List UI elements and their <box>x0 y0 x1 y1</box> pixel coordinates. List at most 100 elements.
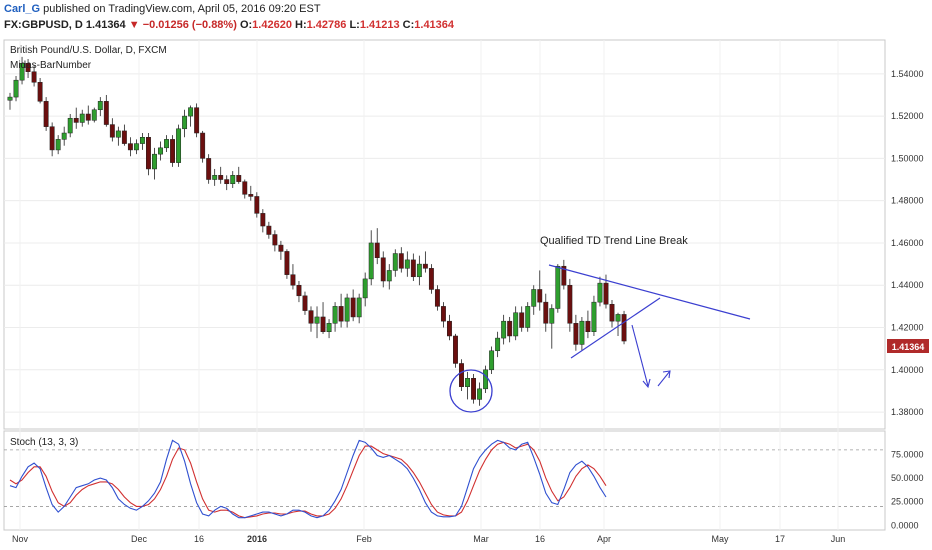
instrument-title: British Pound/U.S. Dollar, D, FXCM <box>10 45 167 56</box>
candle <box>31 65 37 87</box>
gridlines <box>4 40 885 530</box>
candle <box>79 109 85 127</box>
price-badge-text: 1.41364 <box>892 342 925 352</box>
candle <box>43 97 49 131</box>
candle <box>477 382 483 406</box>
candle <box>561 259 567 290</box>
candle <box>320 302 326 334</box>
low-value: 1.41213 <box>359 19 400 31</box>
open-value: 1.42620 <box>252 19 292 31</box>
candle <box>176 124 182 167</box>
candle <box>543 293 549 332</box>
candle <box>97 97 103 117</box>
candle <box>260 209 266 233</box>
candle <box>453 333 458 368</box>
price-tick-label: 1.46000 <box>891 238 924 248</box>
candle <box>459 359 464 391</box>
stoch-pane-border <box>3 430 886 531</box>
candle <box>308 306 314 332</box>
candle <box>428 264 434 294</box>
price-tick-label: 1.42000 <box>891 323 924 333</box>
time-tick-label: 16 <box>535 534 545 544</box>
stoch-k-line <box>9 439 607 519</box>
change-value: −0.01256 (−0.88%) <box>142 19 237 31</box>
candle <box>579 316 585 351</box>
open-label: O: <box>239 19 253 31</box>
price-axis[interactable]: 1.54000 1.52000 1.50000 1.48000 1.46000 1.440… <box>891 69 924 417</box>
candle <box>284 249 290 279</box>
low-label: L: <box>349 19 360 31</box>
candle <box>266 221 272 239</box>
candlestick-series[interactable] <box>7 56 627 406</box>
time-axis[interactable]: Nov Dec 16 2016 Feb Mar 16 Apr May 17 Jun <box>12 534 845 544</box>
candle <box>615 312 621 336</box>
candle <box>447 314 452 341</box>
candle <box>525 302 531 332</box>
time-tick-label: Nov <box>12 534 29 544</box>
time-tick-label: 2016 <box>247 534 267 544</box>
indicator-label: Midas-BarNumber <box>10 60 92 71</box>
ohlc-line: FX:GBPUSD, D 1.41364 ▼ −0.01256 (−0.88%)… <box>4 19 454 31</box>
stoch-axis[interactable]: 75.0000 50.0000 25.0000 0.0000 <box>891 450 924 531</box>
candle <box>236 166 242 184</box>
time-tick-label: May <box>711 534 729 544</box>
candle <box>13 75 19 102</box>
candle <box>507 316 513 343</box>
candle <box>374 228 380 265</box>
stoch-tick-label: 50.0000 <box>891 473 924 483</box>
candle <box>230 171 236 188</box>
candle <box>206 154 212 184</box>
down-arrow-icon[interactable] <box>631 324 651 389</box>
published-text: published on TradingView.com, April 05, … <box>43 3 321 15</box>
candle <box>338 293 344 328</box>
candle <box>133 139 139 155</box>
candle <box>362 272 368 307</box>
candle <box>224 175 230 191</box>
candle <box>212 168 218 186</box>
candle <box>356 293 362 324</box>
candle <box>404 251 410 277</box>
candle <box>440 302 446 328</box>
time-tick-label: Apr <box>597 534 611 544</box>
candle <box>67 113 73 138</box>
down-triangle-icon: ▼ <box>128 19 140 31</box>
candle <box>495 331 501 358</box>
stoch-tick-label: 75.0000 <box>891 450 924 460</box>
lower-trend-line[interactable] <box>570 297 661 359</box>
candle <box>85 105 91 125</box>
time-tick-label: Feb <box>356 534 372 544</box>
candle <box>573 314 579 351</box>
symbol-label[interactable]: FX:GBPUSD, D <box>4 19 83 31</box>
candle <box>483 365 489 394</box>
bottom-circle-marker[interactable] <box>449 369 493 413</box>
close-label: C: <box>402 19 415 31</box>
candle <box>139 133 145 150</box>
td-trend-line[interactable] <box>548 264 751 320</box>
stoch-d-line <box>9 441 607 519</box>
time-tick-label: Dec <box>131 534 148 544</box>
candle <box>350 289 356 322</box>
price-tick-label: 1.38000 <box>891 407 924 417</box>
candle <box>37 78 43 104</box>
price-tick-label: 1.40000 <box>891 365 924 375</box>
candle <box>248 185 254 201</box>
up-arrow-icon[interactable] <box>657 370 671 387</box>
price-tick-label: 1.52000 <box>891 111 924 121</box>
candle <box>489 346 495 375</box>
candle <box>549 304 555 349</box>
candle <box>368 230 374 286</box>
candle <box>19 56 25 85</box>
price-tick-label: 1.54000 <box>891 69 924 79</box>
candle <box>314 306 320 339</box>
candle <box>91 107 97 123</box>
candle <box>73 107 79 129</box>
author-link[interactable]: Carl_G <box>4 3 41 15</box>
candle <box>422 251 428 273</box>
candle <box>194 103 200 138</box>
last-price: 1.41364 <box>85 19 126 31</box>
candle <box>164 135 169 153</box>
candle <box>591 295 597 336</box>
td-break-annotation: Qualified TD Trend Line Break <box>540 235 688 247</box>
high-value: 1.42786 <box>306 19 347 31</box>
